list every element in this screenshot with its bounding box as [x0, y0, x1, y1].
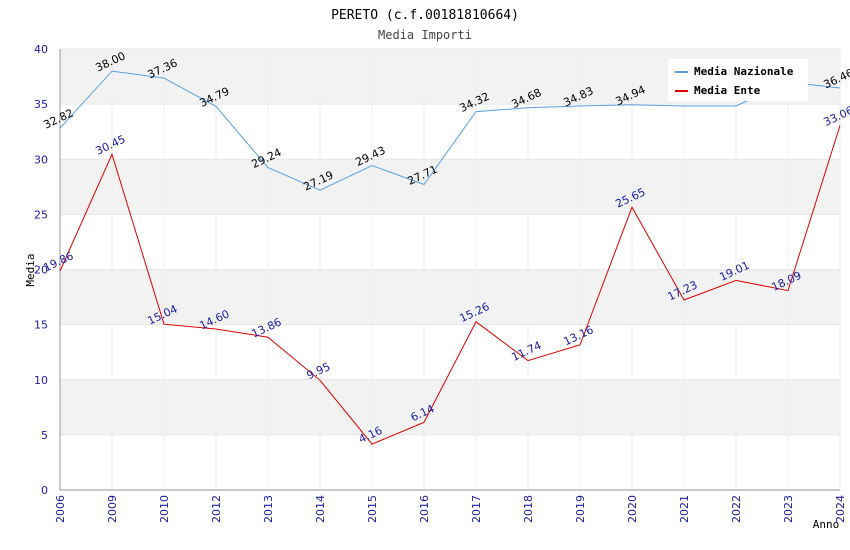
data-label: 13.16 [561, 323, 595, 348]
y-tick-label: 10 [34, 374, 48, 387]
series-line-nazionale [59, 70, 841, 191]
legend: Media Nazionale Media Ente [668, 59, 808, 101]
legend-box [668, 59, 808, 101]
y-tick-label: 5 [41, 429, 48, 442]
y-tick-label: 20 [34, 264, 48, 277]
x-axis-label: Anno [813, 518, 840, 531]
y-tick-label: 15 [34, 319, 48, 332]
data-label: 30.45 [93, 133, 127, 158]
legend-label-nazionale: Media Nazionale [694, 65, 794, 78]
grid-band [60, 269, 840, 325]
data-label: 11.74 [509, 339, 543, 364]
x-tick-label: 2016 [418, 495, 431, 523]
grid-bands [60, 49, 840, 435]
x-tick-label: 2006 [54, 495, 67, 523]
x-tick-label: 2017 [470, 495, 483, 523]
x-tick-label: 2024 [834, 495, 847, 523]
x-tick-labels: 2006 2009 2010 2012 2013 2014 2015 2016 2017 2018… [54, 495, 847, 523]
y-tick-label: 0 [41, 484, 48, 497]
axes [59, 49, 840, 491]
y-axis-label: Media [24, 253, 37, 286]
x-tick-label: 2021 [678, 495, 691, 523]
series-lines [59, 70, 841, 445]
legend-label-ente: Media Ente [694, 84, 761, 97]
x-tick-label: 2012 [210, 495, 223, 523]
y-tick-label: 40 [34, 43, 48, 56]
grid-band [60, 379, 840, 435]
data-label: 33.06 [821, 104, 850, 129]
grid-band [60, 159, 840, 215]
x-tick-label: 2022 [730, 495, 743, 523]
x-tick-label: 2015 [366, 495, 379, 523]
y-tick-label: 25 [34, 208, 48, 221]
x-tick-label: 2019 [574, 495, 587, 523]
y-tick-label: 35 [34, 98, 48, 111]
x-tick-label: 2010 [158, 495, 171, 523]
x-tick-label: 2013 [262, 495, 275, 523]
chart-title: PERETO (c.f.00181810664) [331, 8, 519, 23]
x-tick-label: 2020 [626, 495, 639, 523]
y-tick-labels: 0 5 10 15 20 25 30 35 40 [34, 43, 48, 497]
y-tick-label: 30 [34, 153, 48, 166]
grid-lines [59, 48, 841, 491]
x-tick-label: 2014 [314, 495, 327, 523]
x-tick-label: 2018 [522, 495, 535, 523]
x-tick-label: 2009 [106, 495, 119, 523]
series-line-ente [59, 125, 841, 445]
x-tick-label: 2023 [782, 495, 795, 523]
chart-subtitle: Media Importi [378, 28, 472, 42]
